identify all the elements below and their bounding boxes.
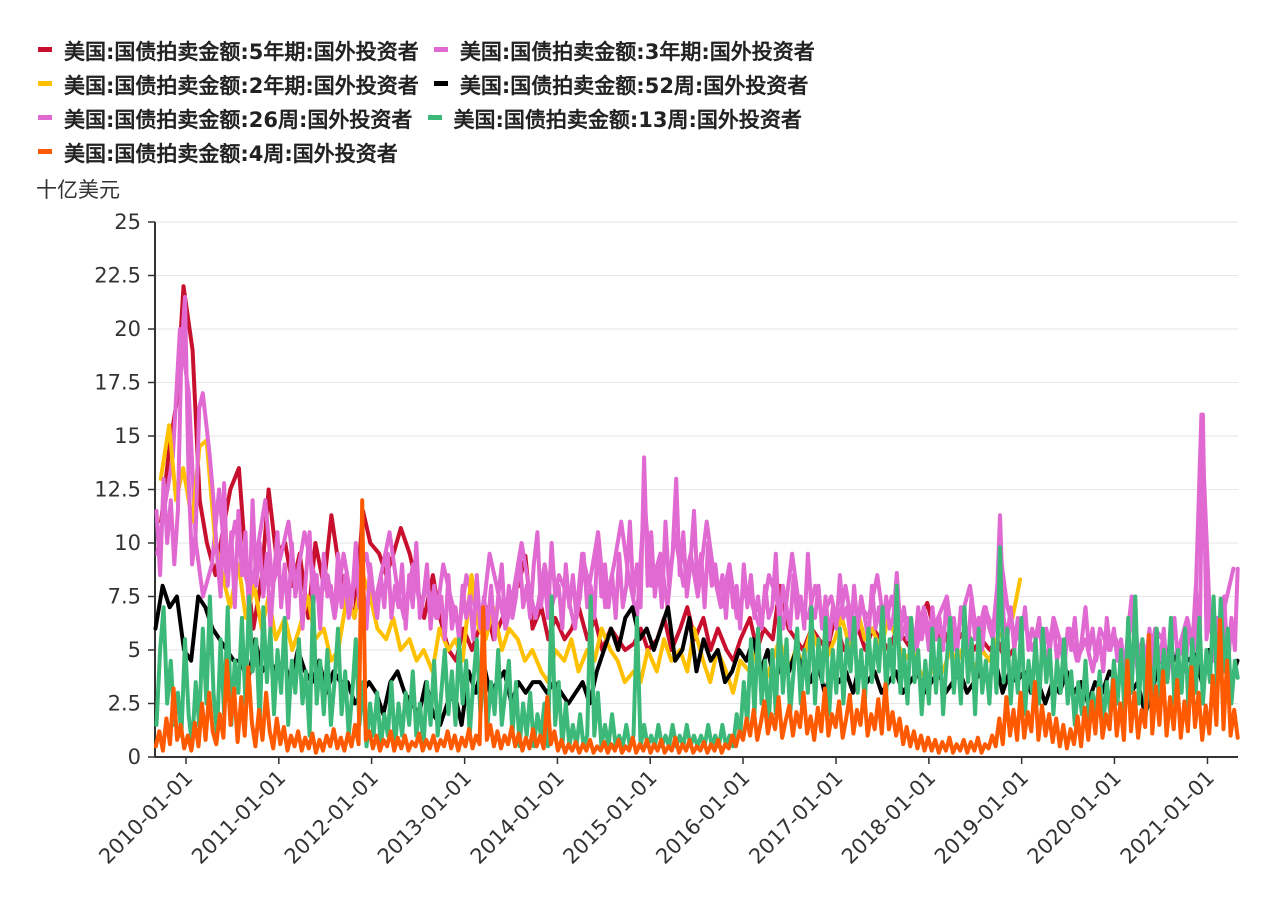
y-tick-label: 15 [114, 424, 141, 448]
y-tick-label: 0 [128, 745, 141, 769]
x-tick-label: 2017-01-01 [744, 766, 847, 869]
y-tick-label: 7.5 [108, 585, 141, 609]
legend-swatch-5y [38, 46, 52, 52]
chart-legend: 美国:国债拍卖金额:5年期:国外投资者 美国:国债拍卖金额:3年期:国外投资者 … [38, 36, 1138, 172]
legend-row: 美国:国债拍卖金额:4周:国外投资者 [38, 138, 1138, 172]
legend-swatch-4w [38, 148, 52, 154]
legend-label-2y: 美国:国债拍卖金额:2年期:国外投资者 [64, 74, 419, 98]
legend-swatch-13w [427, 114, 442, 120]
y-tick-label: 25 [114, 210, 141, 234]
x-tick-label: 2020-01-01 [1023, 766, 1126, 869]
y-tick-label: 5 [128, 638, 141, 662]
legend-row: 美国:国债拍卖金额:26周:国外投资者 美国:国债拍卖金额:13周:国外投资者 [38, 104, 1138, 138]
legend-label-3y: 美国:国债拍卖金额:3年期:国外投资者 [459, 40, 815, 64]
y-tick-label: 2.5 [108, 692, 141, 716]
y-tick-label: 10 [114, 531, 141, 555]
legend-item-13w: 美国:国债拍卖金额:13周:国外投资者 [427, 104, 802, 134]
legend-swatch-2y [38, 80, 52, 86]
x-tick-label: 2010-01-01 [94, 766, 197, 869]
x-tick-label: 2015-01-01 [558, 766, 661, 869]
legend-item-4w: 美国:国债拍卖金额:4周:国外投资者 [38, 138, 398, 168]
x-tick-label: 2016-01-01 [651, 766, 754, 869]
legend-row: 美国:国债拍卖金额:2年期:国外投资者 美国:国债拍卖金额:52周:国外投资者 [38, 70, 1138, 104]
x-tick-label: 2018-01-01 [837, 766, 940, 869]
legend-item-3y: 美国:国债拍卖金额:3年期:国外投资者 [433, 36, 815, 66]
legend-swatch-52w [433, 80, 448, 86]
x-tick-label: 2013-01-01 [373, 766, 476, 869]
legend-swatch-3y [433, 46, 448, 52]
x-tick-label: 2012-01-01 [280, 766, 383, 869]
x-tick-label: 2021-01-01 [1116, 766, 1219, 869]
legend-row: 美国:国债拍卖金额:5年期:国外投资者 美国:国债拍卖金额:3年期:国外投资者 [38, 36, 1138, 70]
legend-swatch-26w [38, 114, 52, 120]
x-tick-label: 2014-01-01 [466, 766, 569, 869]
y-tick-label: 12.5 [94, 478, 141, 502]
legend-item-2y: 美国:国债拍卖金额:2年期:国外投资者 [38, 70, 419, 100]
legend-label-5y: 美国:国债拍卖金额:5年期:国外投资者 [64, 40, 419, 64]
x-tick-label: 2011-01-01 [187, 766, 290, 869]
legend-label-13w: 美国:国债拍卖金额:13周:国外投资者 [453, 108, 802, 132]
legend-label-4w: 美国:国债拍卖金额:4周:国外投资者 [64, 142, 398, 166]
x-tick-label: 2019-01-01 [930, 766, 1033, 869]
legend-label-26w: 美国:国债拍卖金额:26周:国外投资者 [64, 108, 413, 132]
y-tick-label: 17.5 [94, 371, 141, 395]
series-line-6 [153, 498, 1240, 755]
legend-label-52w: 美国:国债拍卖金额:52周:国外投资者 [459, 74, 809, 98]
y-tick-label: 22.5 [94, 264, 141, 288]
y-axis-unit-label: 十亿美元 [36, 178, 120, 202]
legend-item-26w: 美国:国债拍卖金额:26周:国外投资者 [38, 104, 412, 134]
y-tick-label: 20 [114, 317, 141, 341]
legend-item-52w: 美国:国债拍卖金额:52周:国外投资者 [433, 70, 809, 100]
series-line-4 [154, 294, 1240, 685]
legend-item-5y: 美国:国债拍卖金额:5年期:国外投资者 [38, 36, 419, 66]
